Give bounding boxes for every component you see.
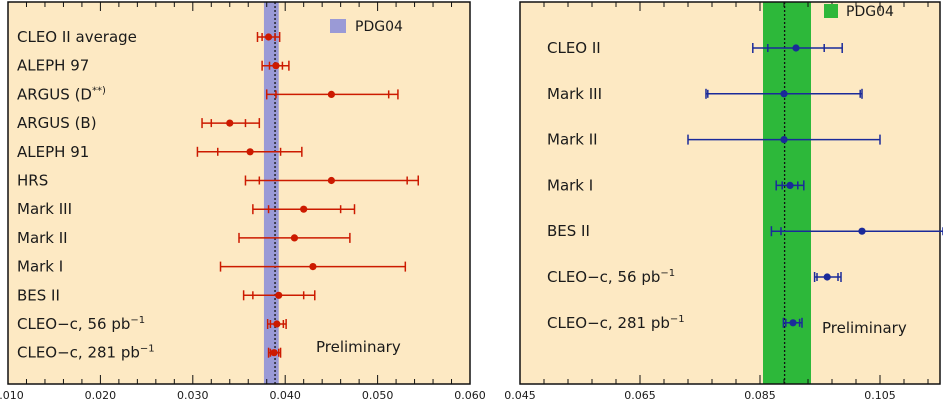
data-point <box>272 62 280 70</box>
data-row: Mark III <box>547 85 863 103</box>
data-row: HRS <box>17 172 420 190</box>
x-tick-label: 0.030 <box>177 389 209 402</box>
x-tick-label: 0.050 <box>362 389 394 402</box>
plot-frame <box>519 1 941 385</box>
legend-label: PDG04 <box>355 19 403 35</box>
data-row: CLEO II average <box>17 28 281 46</box>
point-label: Mark II <box>17 229 68 247</box>
data-row: CLEO II <box>547 39 843 57</box>
point-label: ARGUS (B) <box>17 114 97 132</box>
plot-background <box>520 2 940 384</box>
data-point <box>786 181 794 189</box>
data-row: CLEO−c, 281 pb−1 <box>547 314 803 332</box>
data-row: Mark II <box>17 229 351 247</box>
x-tick-label: 0.060 <box>454 389 486 402</box>
chart-panel-2: 0.045 0.065 0.085 0.105 PDG04 Preliminary CLEO… <box>504 1 943 402</box>
x-tick-label: 0.105 <box>864 389 896 402</box>
pdg-band <box>763 2 811 384</box>
data-point <box>290 234 299 242</box>
data-point <box>858 227 866 235</box>
point-label: ALEPH 97 <box>17 57 89 75</box>
point-label: BES II <box>17 286 60 304</box>
data-point <box>275 291 283 299</box>
data-point <box>273 320 281 328</box>
point-label: Mark III <box>547 85 602 103</box>
legend-label: PDG04 <box>846 4 894 20</box>
x-tick-label: 0.010 <box>0 389 24 402</box>
data-point <box>309 263 317 271</box>
data-row: Mark III <box>17 200 356 218</box>
legend-swatch <box>824 4 838 18</box>
point-label: ARGUS (D**) <box>17 85 106 103</box>
data-row: CLEO−c, 56 pb−1 <box>547 268 842 286</box>
data-row: ALEPH 97 <box>17 57 290 75</box>
data-row: CLEO−c, 56 pb−1 <box>17 315 287 333</box>
point-label: CLEO II average <box>17 28 137 46</box>
data-point <box>246 148 254 156</box>
point-label: CLEO−c, 56 pb−1 <box>17 315 145 333</box>
data-point <box>264 33 273 41</box>
data-row: ARGUS (D**) <box>17 85 399 103</box>
plot-frame <box>7 1 471 385</box>
data-point <box>300 205 308 213</box>
data-point <box>226 119 234 127</box>
point-label: HRS <box>17 172 48 190</box>
data-point <box>789 319 797 327</box>
data-point <box>823 273 831 281</box>
point-label: Mark I <box>17 258 63 276</box>
data-row: BES II <box>17 286 316 304</box>
point-label: Mark I <box>547 176 593 194</box>
point-label: Mark II <box>547 131 598 149</box>
data-row: Mark I <box>547 176 805 194</box>
x-tick-label: 0.085 <box>744 389 776 402</box>
data-row: Mark I <box>17 258 407 276</box>
data-point <box>270 349 278 357</box>
point-label: CLEO−c, 281 pb−1 <box>17 344 155 362</box>
point-label: BES II <box>547 222 590 240</box>
x-tick-label: 0.020 <box>85 389 117 402</box>
data-point <box>780 90 788 98</box>
data-row: BES II <box>547 222 943 240</box>
data-point <box>327 90 335 98</box>
data-row: ALEPH 91 <box>17 143 303 161</box>
point-label: CLEO−c, 281 pb−1 <box>547 314 685 332</box>
x-tick-label: 0.065 <box>624 389 656 402</box>
point-label: Mark III <box>17 200 72 218</box>
data-row: ARGUS (B) <box>17 114 261 132</box>
chart-panel-1: 0.010 0.020 0.030 0.040 0.050 0.060 PDG04 Preli… <box>0 1 486 402</box>
plot-background <box>8 2 470 384</box>
x-tick-label: 0.045 <box>504 389 536 402</box>
point-label: CLEO−c, 56 pb−1 <box>547 268 675 286</box>
annotation-preliminary: Preliminary <box>822 319 907 337</box>
data-point <box>780 136 788 144</box>
data-row: Mark II <box>547 131 881 149</box>
point-label: ALEPH 91 <box>17 143 89 161</box>
point-label: CLEO II <box>547 39 601 57</box>
annotation-preliminary: Preliminary <box>316 338 401 356</box>
data-point <box>792 44 800 52</box>
data-point <box>327 176 335 185</box>
data-row: CLEO−c, 281 pb−1 <box>17 344 282 362</box>
pdg-band <box>263 2 279 384</box>
x-tick-label: 0.040 <box>269 389 301 402</box>
legend-swatch <box>330 19 346 33</box>
